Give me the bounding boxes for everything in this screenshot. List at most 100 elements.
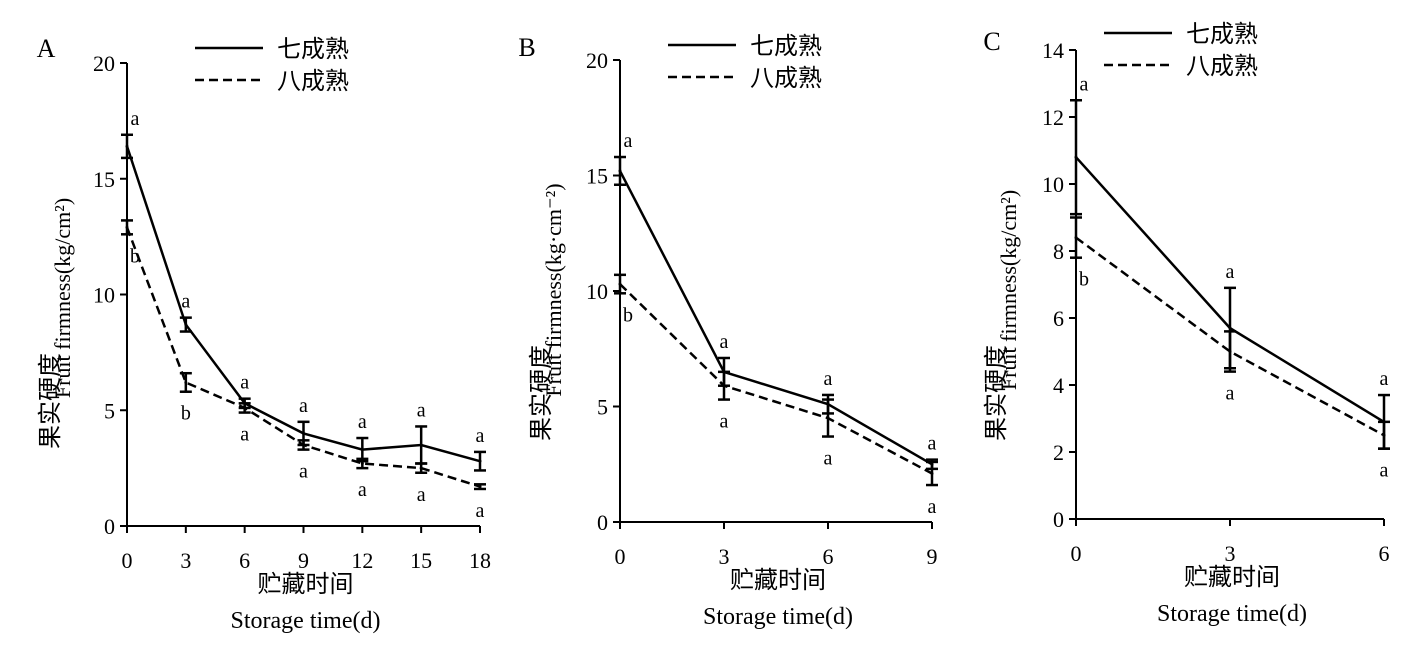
significance-letter: b (130, 245, 140, 267)
series-line (619, 283, 933, 475)
data-point (125, 225, 129, 229)
data-point (1074, 155, 1078, 159)
x-tick-label: 9 (298, 548, 309, 573)
x-tick-label: 15 (410, 548, 432, 573)
x-tick-label: 6 (239, 548, 250, 573)
data-point (618, 282, 622, 286)
x-axis-title-en: Storage time(d) (703, 604, 853, 630)
y-axis-title-en: Fruit firmness(kg·cm⁻²) (541, 183, 566, 396)
significance-letter: b (623, 304, 633, 326)
data-point (419, 466, 423, 470)
legend-label: 八成熟 (750, 65, 822, 92)
x-tick-label: 3 (180, 548, 191, 573)
significance-letter: a (358, 411, 367, 433)
x-tick-label: 0 (1071, 541, 1082, 566)
y-axis-title-cn: 果实硬度 (37, 353, 64, 449)
data-point (302, 443, 305, 447)
y-tick-label: 20 (586, 48, 608, 73)
y-tick-label: 10 (93, 283, 115, 308)
x-tick-label: 6 (823, 544, 834, 569)
series-line (1075, 236, 1385, 437)
x-tick-label: 18 (469, 548, 491, 573)
y-tick-label: 0 (597, 510, 608, 535)
y-axis-title-en: Fruit firmness(kg/cm²) (50, 198, 75, 398)
y-tick-label: 8 (1053, 239, 1064, 264)
data-point (302, 431, 305, 435)
significance-letter: a (824, 368, 833, 390)
significance-letter: a (928, 496, 937, 518)
legend-label: 七成熟 (1186, 21, 1258, 48)
y-axis-title-en: Fruit firmness(kg/cm²) (996, 190, 1021, 390)
significance-letter: a (624, 130, 633, 152)
y-tick-label: 5 (104, 398, 115, 423)
y-tick-label: 0 (1053, 507, 1064, 532)
significance-letter: b (181, 403, 191, 425)
significance-letter: a (299, 461, 308, 483)
significance-letter: a (181, 291, 190, 313)
significance-letter: a (1380, 460, 1389, 482)
data-point (1074, 236, 1078, 240)
data-point (478, 485, 482, 489)
x-axis-title-cn: 贮藏时间 (1184, 564, 1280, 591)
significance-letter: a (131, 108, 140, 130)
significance-letter: a (476, 425, 485, 447)
significance-letter: a (299, 395, 308, 417)
x-tick-label: 3 (1225, 541, 1236, 566)
chart-panel-a: A 0 5 10 15 20 0 3 6 9 12 15 18 贮藏时间 Storage time(d) 果实… (37, 34, 491, 634)
x-tick-label: 0 (122, 548, 133, 573)
x-tick-label: 12 (351, 548, 373, 573)
y-tick-label: 5 (597, 395, 608, 420)
y-axis-title-cn: 果实硬度 (528, 345, 555, 441)
series-eight-maturity: b a a (1070, 216, 1390, 482)
data-point (1382, 433, 1386, 437)
y-tick-label: 15 (93, 167, 115, 192)
data-point (419, 443, 423, 447)
data-point (360, 448, 364, 452)
data-point (125, 144, 129, 148)
panel-label: C (983, 27, 1000, 56)
data-point (930, 471, 934, 475)
legend-label: 七成熟 (277, 36, 349, 63)
significance-letter: a (240, 424, 249, 446)
x-tick-label: 0 (615, 544, 626, 569)
x-tick-label: 6 (1379, 541, 1390, 566)
chart-panel-b: B 0 5 10 15 20 0 3 6 9 贮藏时间 Storage time(d) 果实硬度Frui… (518, 33, 938, 630)
y-tick-label: 15 (586, 164, 608, 189)
series-line (618, 170, 933, 466)
y-tick-label: 4 (1053, 373, 1064, 398)
series-eight-maturity: b a a a (614, 273, 938, 518)
y-tick-label: 2 (1053, 440, 1064, 465)
significance-letter: a (928, 433, 937, 455)
x-axis-title-en: Storage time(d) (231, 608, 381, 634)
data-point (360, 461, 364, 465)
legend-label: 八成熟 (277, 68, 349, 95)
x-tick-label: 9 (927, 544, 938, 569)
significance-letter: a (720, 331, 729, 353)
data-point (478, 459, 482, 463)
chart-panel-c: C 0 2 4 6 8 10 12 14 0 3 6 贮藏时间 Storage time(d) 果实硬度Fr… (983, 21, 1390, 627)
panel-label: B (518, 33, 535, 62)
y-tick-label: 10 (586, 279, 608, 304)
y-tick-label: 12 (1042, 105, 1064, 130)
x-tick-label: 3 (719, 544, 730, 569)
series-eight-maturity: b b a a a a a (121, 219, 486, 522)
x-axis-title-cn: 贮藏时间 (730, 567, 826, 594)
significance-letter: a (824, 448, 833, 470)
significance-letter: a (720, 411, 729, 433)
significance-letter: a (476, 500, 485, 522)
significance-letter: a (1226, 261, 1235, 283)
data-point (826, 416, 830, 420)
y-tick-label: 0 (104, 514, 115, 539)
significance-letter: a (358, 479, 367, 501)
significance-letter: a (1080, 73, 1089, 95)
data-point (618, 169, 622, 173)
y-tick-label: 10 (1042, 172, 1064, 197)
y-tick-label: 6 (1053, 306, 1064, 331)
data-point (722, 384, 726, 388)
data-point (1228, 326, 1232, 330)
legend-label: 八成熟 (1186, 53, 1258, 80)
data-point (184, 323, 188, 327)
